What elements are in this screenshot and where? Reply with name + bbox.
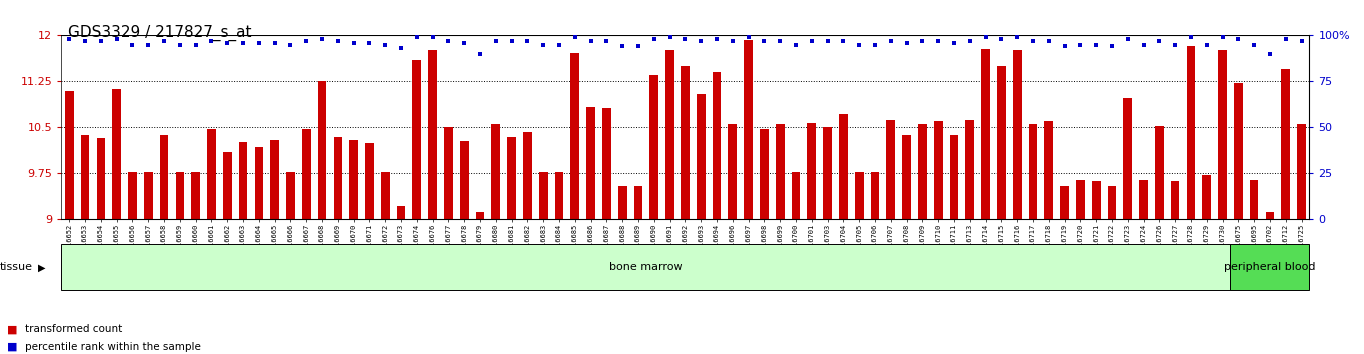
Bar	[666, 50, 674, 219]
Bar	[270, 140, 280, 219]
Bar	[286, 172, 295, 219]
Bar	[570, 53, 580, 219]
Text: GDS3329 / 217827_s_at: GDS3329 / 217827_s_at	[68, 25, 252, 41]
Bar	[381, 172, 390, 219]
Bar	[634, 186, 642, 219]
Bar	[1203, 175, 1211, 219]
Bar	[1218, 50, 1226, 219]
Bar	[887, 120, 895, 219]
Bar	[539, 172, 547, 219]
Bar	[649, 75, 659, 219]
Bar	[522, 132, 532, 219]
Bar	[1108, 186, 1116, 219]
Bar	[602, 108, 611, 219]
Bar	[1266, 212, 1274, 219]
Bar	[1091, 182, 1101, 219]
Text: percentile rank within the sample: percentile rank within the sample	[25, 342, 201, 352]
Bar	[1139, 179, 1148, 219]
Text: tissue: tissue	[0, 262, 33, 272]
Bar	[745, 40, 753, 219]
Bar	[1028, 124, 1037, 219]
Bar	[1076, 179, 1084, 219]
Text: peripheral blood: peripheral blood	[1225, 262, 1316, 272]
Bar	[97, 138, 105, 219]
Bar	[207, 129, 216, 219]
Bar	[681, 66, 690, 219]
Bar	[476, 212, 484, 219]
Bar	[160, 136, 168, 219]
Bar	[824, 127, 832, 219]
Bar	[301, 129, 311, 219]
Bar	[712, 72, 722, 219]
Bar	[412, 60, 421, 219]
Bar	[334, 137, 342, 219]
Bar	[1187, 46, 1195, 219]
Bar	[460, 141, 469, 219]
Bar	[697, 94, 705, 219]
Bar	[918, 124, 926, 219]
Text: ■: ■	[7, 342, 18, 352]
Bar	[1045, 121, 1053, 219]
Bar	[839, 114, 848, 219]
Bar	[587, 107, 595, 219]
Bar	[934, 121, 943, 219]
Text: bone marrow: bone marrow	[610, 262, 683, 272]
Text: transformed count: transformed count	[25, 324, 121, 334]
Bar	[791, 172, 801, 219]
Bar	[855, 172, 863, 219]
Bar	[1281, 69, 1290, 219]
Bar	[397, 206, 405, 219]
Bar	[1124, 98, 1132, 219]
Bar	[176, 172, 184, 219]
Bar	[507, 137, 516, 219]
Bar	[555, 172, 563, 219]
Bar	[1155, 126, 1163, 219]
Bar	[618, 186, 626, 219]
Bar	[191, 172, 201, 219]
Bar	[349, 140, 357, 219]
Bar	[428, 50, 436, 219]
Bar	[807, 122, 816, 219]
Bar	[145, 172, 153, 219]
Bar	[1013, 50, 1022, 219]
Bar	[1249, 179, 1259, 219]
Bar	[239, 142, 247, 219]
Bar	[1060, 186, 1069, 219]
Bar	[366, 143, 374, 219]
Bar	[491, 124, 501, 219]
Bar	[222, 152, 232, 219]
Bar	[760, 129, 769, 219]
Bar	[80, 135, 90, 219]
Bar	[128, 172, 136, 219]
Bar	[728, 124, 737, 219]
Bar	[966, 120, 974, 219]
Bar	[949, 135, 959, 219]
Text: ■: ■	[7, 324, 18, 334]
Bar	[870, 172, 880, 219]
Bar	[112, 89, 121, 219]
Bar	[981, 49, 990, 219]
Bar	[255, 147, 263, 219]
Bar	[776, 124, 784, 219]
Text: ▶: ▶	[38, 262, 45, 272]
Bar	[1234, 83, 1243, 219]
Bar	[318, 81, 326, 219]
Bar	[1297, 124, 1305, 219]
Bar	[997, 66, 1005, 219]
Bar	[445, 127, 453, 219]
Bar	[65, 91, 74, 219]
Bar	[902, 135, 911, 219]
Bar	[1170, 182, 1180, 219]
